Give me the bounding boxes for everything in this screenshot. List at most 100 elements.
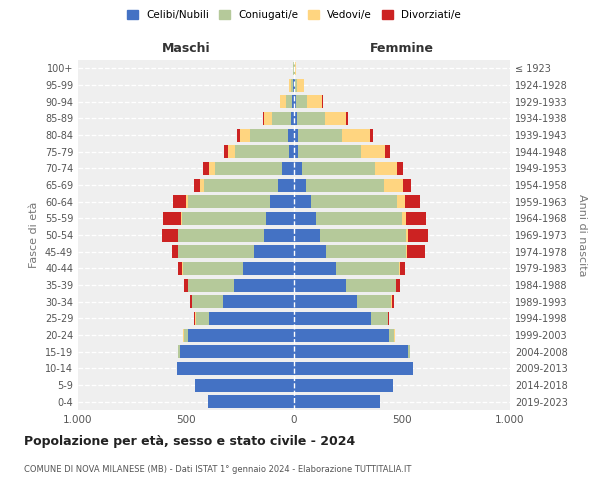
Bar bbox=[294, 95, 296, 108]
Text: Maschi: Maschi bbox=[161, 42, 211, 55]
Bar bbox=[400, 262, 405, 275]
Bar bbox=[294, 278, 346, 291]
Bar bbox=[287, 128, 294, 141]
Bar bbox=[233, 278, 294, 291]
Bar bbox=[208, 395, 294, 408]
Legend: Celibi/Nubili, Coniugati/e, Vedovi/e, Divorziati/e: Celibi/Nubili, Coniugati/e, Vedovi/e, Di… bbox=[127, 10, 461, 20]
Bar bbox=[194, 312, 195, 325]
Bar bbox=[200, 178, 205, 192]
Bar bbox=[399, 262, 400, 275]
Bar bbox=[294, 328, 389, 342]
Bar bbox=[326, 245, 406, 258]
Bar bbox=[250, 128, 287, 141]
Bar bbox=[178, 262, 182, 275]
Bar bbox=[292, 95, 294, 108]
Bar bbox=[294, 212, 316, 225]
Bar bbox=[282, 162, 294, 175]
Bar bbox=[370, 128, 373, 141]
Bar bbox=[292, 78, 293, 92]
Bar bbox=[203, 162, 209, 175]
Bar bbox=[280, 95, 286, 108]
Bar bbox=[294, 378, 394, 392]
Bar bbox=[397, 195, 405, 208]
Bar bbox=[293, 78, 294, 92]
Bar bbox=[311, 195, 397, 208]
Bar bbox=[407, 245, 425, 258]
Bar bbox=[188, 278, 233, 291]
Bar bbox=[162, 228, 178, 241]
Bar bbox=[240, 128, 250, 141]
Bar bbox=[316, 212, 402, 225]
Bar bbox=[294, 162, 302, 175]
Bar bbox=[254, 245, 294, 258]
Bar bbox=[238, 128, 240, 141]
Bar bbox=[209, 312, 294, 325]
Bar bbox=[406, 228, 409, 241]
Bar bbox=[322, 95, 323, 108]
Bar bbox=[270, 195, 294, 208]
Bar bbox=[186, 195, 188, 208]
Bar bbox=[346, 112, 348, 125]
Bar bbox=[223, 295, 294, 308]
Bar bbox=[294, 395, 380, 408]
Bar bbox=[188, 328, 294, 342]
Bar bbox=[294, 245, 326, 258]
Bar bbox=[178, 362, 294, 375]
Bar bbox=[361, 145, 385, 158]
Y-axis label: Fasce di età: Fasce di età bbox=[29, 202, 39, 268]
Text: Femmine: Femmine bbox=[370, 42, 434, 55]
Bar bbox=[385, 145, 390, 158]
Bar bbox=[409, 228, 428, 241]
Bar bbox=[163, 212, 181, 225]
Text: COMUNE DI NOVA MILANESE (MB) - Dati ISTAT 1° gennaio 2024 - Elaborazione TUTTITA: COMUNE DI NOVA MILANESE (MB) - Dati ISTA… bbox=[24, 465, 412, 474]
Bar bbox=[298, 145, 361, 158]
Bar bbox=[409, 345, 410, 358]
Bar bbox=[289, 78, 292, 92]
Bar bbox=[397, 162, 403, 175]
Bar bbox=[294, 145, 298, 158]
Bar bbox=[403, 178, 410, 192]
Bar bbox=[184, 328, 188, 342]
Bar bbox=[325, 112, 346, 125]
Bar bbox=[228, 145, 235, 158]
Bar bbox=[389, 328, 394, 342]
Bar bbox=[307, 95, 322, 108]
Bar bbox=[179, 345, 294, 358]
Bar bbox=[294, 362, 413, 375]
Bar bbox=[266, 212, 294, 225]
Bar bbox=[292, 112, 294, 125]
Bar bbox=[289, 145, 294, 158]
Bar bbox=[178, 245, 254, 258]
Bar bbox=[182, 212, 266, 225]
Bar bbox=[336, 262, 399, 275]
Bar bbox=[296, 112, 325, 125]
Bar bbox=[294, 78, 295, 92]
Bar bbox=[294, 195, 311, 208]
Bar bbox=[294, 228, 320, 241]
Bar bbox=[383, 178, 403, 192]
Bar bbox=[297, 78, 304, 92]
Bar bbox=[173, 195, 186, 208]
Bar bbox=[406, 245, 407, 258]
Bar bbox=[194, 378, 294, 392]
Bar bbox=[405, 195, 421, 208]
Bar bbox=[320, 228, 406, 241]
Bar bbox=[388, 312, 389, 325]
Bar bbox=[193, 295, 223, 308]
Bar bbox=[402, 212, 406, 225]
Bar bbox=[371, 312, 388, 325]
Bar bbox=[263, 112, 265, 125]
Bar bbox=[294, 128, 298, 141]
Bar bbox=[215, 162, 282, 175]
Bar bbox=[178, 228, 264, 241]
Bar bbox=[392, 295, 394, 308]
Bar bbox=[286, 95, 292, 108]
Bar bbox=[396, 278, 400, 291]
Bar bbox=[224, 145, 228, 158]
Bar bbox=[178, 345, 179, 358]
Bar bbox=[194, 178, 200, 192]
Bar bbox=[356, 295, 391, 308]
Bar bbox=[306, 178, 383, 192]
Bar bbox=[264, 228, 294, 241]
Y-axis label: Anni di nascita: Anni di nascita bbox=[577, 194, 587, 276]
